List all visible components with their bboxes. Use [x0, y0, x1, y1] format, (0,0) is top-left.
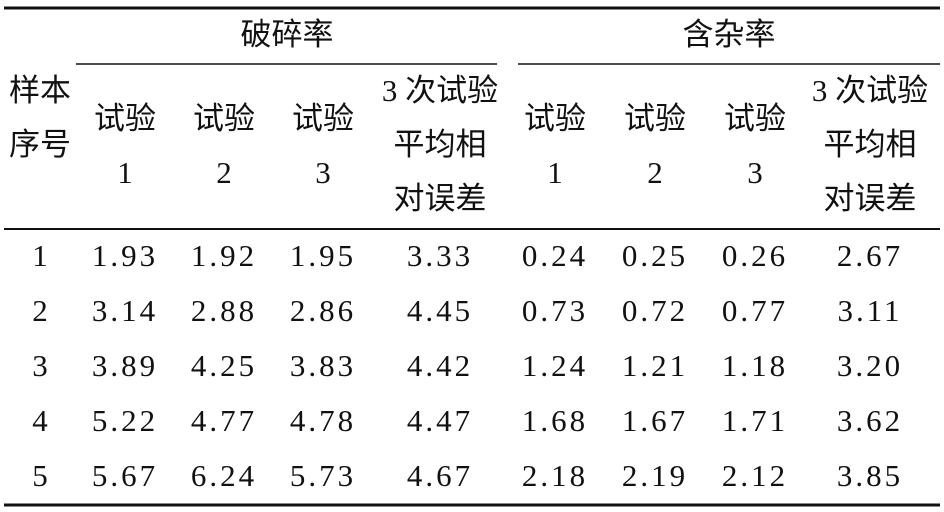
column-header: 1: [117, 155, 133, 190]
cell: 3.89: [92, 348, 158, 383]
row-label: 3: [32, 348, 48, 383]
row-label: 5: [32, 458, 48, 493]
column-header: 3 次试验: [382, 73, 498, 108]
cell: 0.73: [522, 293, 588, 328]
row-label: 4: [32, 403, 48, 438]
cell: 4.67: [407, 458, 473, 493]
cell: 0.24: [522, 238, 588, 273]
cell: 1.24: [522, 348, 588, 383]
cell: 4.25: [191, 348, 257, 383]
row-header: 样本: [9, 73, 71, 108]
cell: 0.25: [622, 238, 688, 273]
cell: 5.73: [290, 458, 356, 493]
column-header: 3: [747, 155, 763, 190]
group-header: 含杂率: [683, 17, 776, 52]
cell: 3.14: [92, 293, 158, 328]
column-header: 试验: [94, 101, 156, 136]
column-header: 对误差: [394, 181, 487, 216]
column-header: 平均相: [824, 127, 917, 162]
cell: 5.67: [92, 458, 158, 493]
cell: 3.33: [407, 238, 473, 273]
cell: 2.86: [290, 293, 356, 328]
cell: 4.45: [407, 293, 473, 328]
cell: 1.71: [722, 403, 788, 438]
cell: 1.93: [92, 238, 158, 273]
cell: 6.24: [191, 458, 257, 493]
cell: 0.26: [722, 238, 788, 273]
cell: 5.22: [92, 403, 158, 438]
cell: 2.67: [837, 238, 903, 273]
cell: 3.83: [290, 348, 356, 383]
column-header: 试验: [292, 101, 354, 136]
column-header: 试验: [724, 101, 786, 136]
cell: 0.77: [722, 293, 788, 328]
group-header: 破碎率: [241, 17, 334, 52]
column-header: 试验: [624, 101, 686, 136]
cell: 1.95: [290, 238, 356, 273]
row-header: 序号: [9, 127, 71, 162]
cell: 1.67: [622, 403, 688, 438]
column-header: 1: [547, 155, 563, 190]
cell: 3.85: [837, 458, 903, 493]
row-label: 2: [32, 293, 48, 328]
cell: 1.92: [191, 238, 257, 273]
cell: 0.72: [622, 293, 688, 328]
cell: 4.77: [191, 403, 257, 438]
cell: 3.11: [837, 293, 902, 328]
cell: 4.47: [407, 403, 473, 438]
cell: 2.19: [622, 458, 688, 493]
column-header: 3 次试验: [812, 73, 928, 108]
column-header: 试验: [193, 101, 255, 136]
row-label: 1: [32, 238, 48, 273]
cell: 1.68: [522, 403, 588, 438]
cell: 2.88: [191, 293, 257, 328]
cell: 2.18: [522, 458, 588, 493]
cell: 3.20: [837, 348, 903, 383]
cell: 2.12: [722, 458, 788, 493]
cell: 1.21: [622, 348, 688, 383]
column-header: 3: [315, 155, 331, 190]
cell: 4.42: [407, 348, 473, 383]
column-header: 对误差: [824, 181, 917, 216]
column-header: 2: [216, 155, 232, 190]
column-header: 平均相: [394, 127, 487, 162]
cell: 1.18: [722, 348, 788, 383]
column-header: 2: [647, 155, 663, 190]
cell: 3.62: [837, 403, 903, 438]
column-header: 试验: [524, 101, 586, 136]
cell: 4.78: [290, 403, 356, 438]
